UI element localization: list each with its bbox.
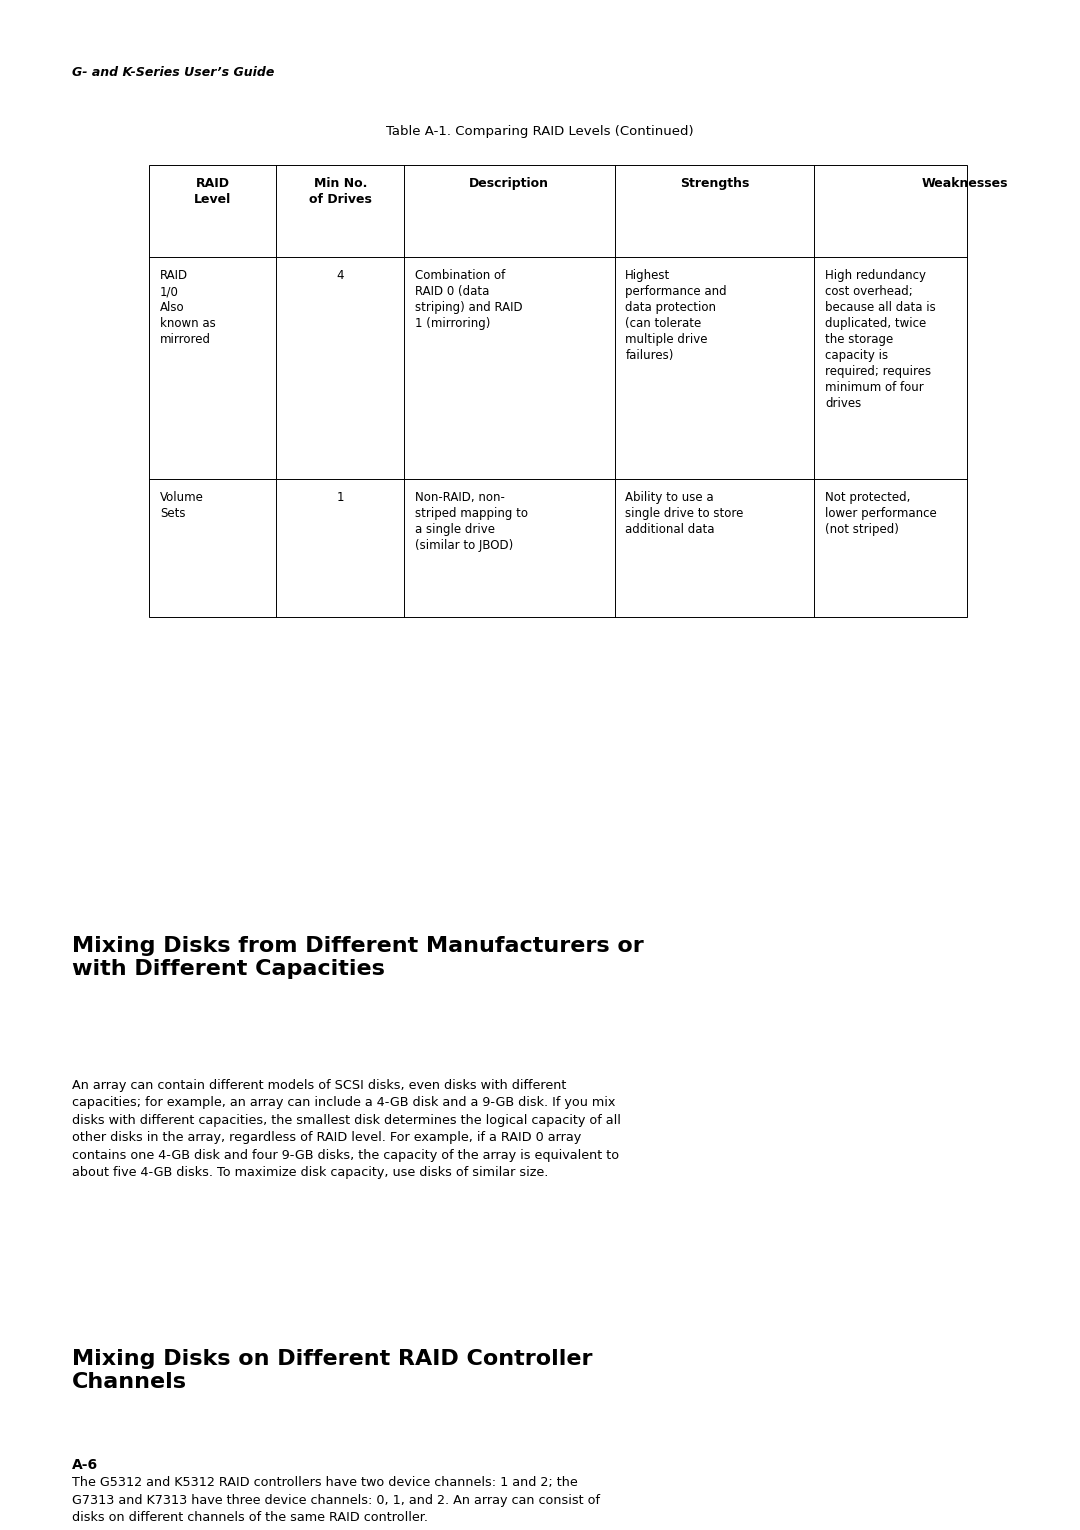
Text: An array can contain different models of SCSI disks, even disks with different
c: An array can contain different models of… [72, 1079, 621, 1180]
Text: 1: 1 [337, 491, 343, 503]
Text: Combination of
RAID 0 (data
striping) and RAID
1 (mirroring): Combination of RAID 0 (data striping) an… [415, 269, 523, 330]
Text: RAID
1/0
Also
known as
mirrored: RAID 1/0 Also known as mirrored [160, 269, 216, 346]
Text: Mixing Disks on Different RAID Controller
Channels: Mixing Disks on Different RAID Controlle… [72, 1349, 593, 1392]
Text: RAID
Level: RAID Level [194, 177, 231, 207]
Bar [149, 165, 967, 617]
Text: Min No.
of Drives: Min No. of Drives [309, 177, 372, 207]
Text: Not protected,
lower performance
(not striped): Not protected, lower performance (not st… [825, 491, 936, 536]
Text: G- and K-Series User’s Guide: G- and K-Series User’s Guide [72, 66, 274, 78]
Text: Mixing Disks from Different Manufacturers or
with Different Capacities: Mixing Disks from Different Manufacturer… [72, 936, 644, 979]
Text: 4: 4 [337, 269, 343, 282]
Text: Ability to use a
single drive to store
additional data: Ability to use a single drive to store a… [625, 491, 744, 536]
Text: The G5312 and K5312 RAID controllers have two device channels: 1 and 2; the
G731: The G5312 and K5312 RAID controllers hav… [72, 1476, 600, 1524]
Text: High redundancy
cost overhead;
because all data is
duplicated, twice
the storage: High redundancy cost overhead; because a… [825, 269, 936, 410]
Text: Strengths: Strengths [679, 177, 750, 190]
Text: Highest
performance and
data protection
(can tolerate
multiple drive
failures): Highest performance and data protection … [625, 269, 727, 363]
Text: Table A-1. Comparing RAID Levels (Continued): Table A-1. Comparing RAID Levels (Contin… [387, 125, 693, 138]
Text: Description: Description [469, 177, 550, 190]
Text: Volume
Sets: Volume Sets [160, 491, 204, 520]
Text: A-6: A-6 [72, 1458, 98, 1472]
Text: Non-RAID, non-
striped mapping to
a single drive
(similar to JBOD): Non-RAID, non- striped mapping to a sing… [415, 491, 528, 552]
Text: Weaknesses: Weaknesses [921, 177, 1009, 190]
